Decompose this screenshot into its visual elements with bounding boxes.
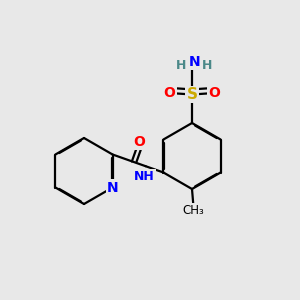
Text: CH₃: CH₃ bbox=[183, 204, 204, 217]
Text: H: H bbox=[176, 59, 187, 73]
Text: N: N bbox=[107, 181, 118, 194]
Text: S: S bbox=[187, 87, 197, 102]
Text: N: N bbox=[189, 55, 200, 69]
Text: O: O bbox=[208, 86, 220, 100]
Text: NH: NH bbox=[134, 170, 154, 183]
Text: H: H bbox=[202, 59, 212, 73]
Text: O: O bbox=[133, 134, 145, 148]
Text: O: O bbox=[164, 86, 175, 100]
